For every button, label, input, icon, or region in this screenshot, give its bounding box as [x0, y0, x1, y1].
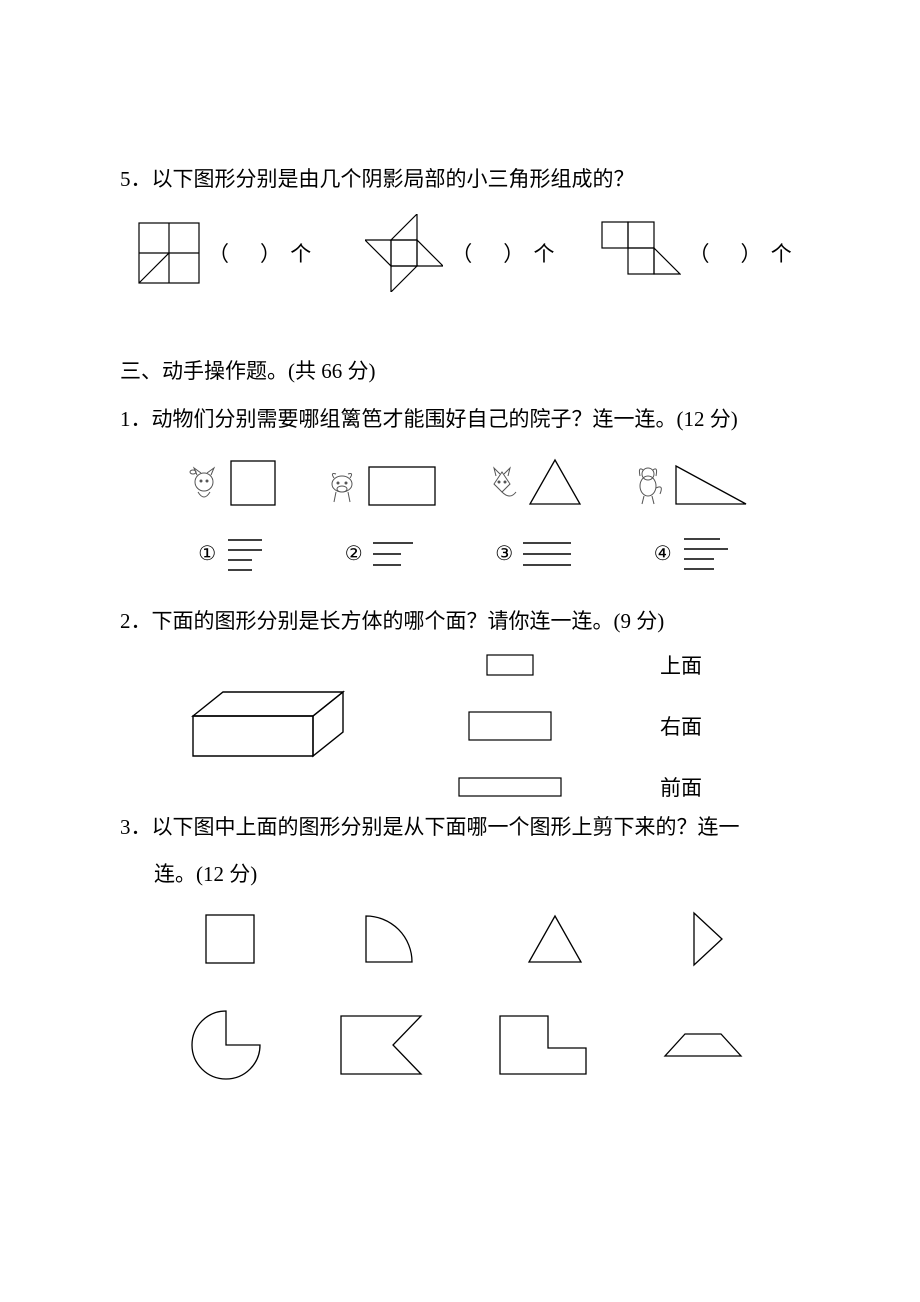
cat-icon: [182, 462, 226, 506]
fence-2: ②: [345, 537, 419, 571]
q3-top-square: [205, 914, 255, 964]
q1-animal-dog: [626, 462, 748, 506]
q3-top-row: [150, 911, 780, 967]
q2-label-right: 右面: [660, 711, 740, 741]
shape-triangle: [528, 458, 582, 506]
q3-bot-trap: [663, 1032, 743, 1058]
q2-face-med: [468, 711, 552, 741]
fence-3: ③: [495, 537, 577, 571]
section3-heading: 三、动手操作题。(共 66 分): [120, 352, 810, 392]
fence-4: ④: [654, 534, 732, 574]
shape-right-triangle: [674, 464, 748, 506]
fox-icon: [480, 462, 524, 506]
fence-3-lines: [519, 537, 577, 571]
fence-4-label: ④: [654, 541, 672, 566]
q1-prompt: 1．动物们分别需要哪组篱笆才能围好自己的院子？连一连。(12 分): [120, 400, 810, 440]
q2-row-mid: 右面: [180, 686, 810, 766]
q2-label-front: 前面: [660, 772, 740, 802]
q1-fences-row: ① ② ③ ④: [160, 534, 770, 574]
q3-top-triangle: [527, 914, 583, 964]
fence-4-lines: [678, 534, 732, 574]
q1-animal-cat: [182, 460, 276, 506]
shape-square: [230, 460, 276, 506]
q5-blank-c: （ ） 个: [689, 238, 794, 268]
cuboid: [185, 686, 355, 766]
q5-fig-b: [365, 214, 443, 292]
q5-figure-row: （ ） 个 （ ） 个: [138, 214, 810, 292]
fence-1: ①: [198, 534, 268, 574]
q3-top-half-diamond: [692, 911, 726, 967]
fence-1-lines: [222, 534, 268, 574]
q1-animal-fox: [480, 458, 582, 506]
q5-blank-a: （ ） 个: [208, 238, 313, 268]
fence-2-lines: [369, 537, 419, 571]
q5-fig-c: [601, 221, 681, 285]
q2-face-small: [486, 654, 534, 676]
q3-prompt-line2: 连。(12 分): [120, 855, 810, 895]
q2-label-top: 上面: [660, 650, 740, 680]
q5-blank-b: （ ） 个: [451, 238, 556, 268]
q3-prompt-line1: 3．以下图中上面的图形分别是从下面哪一个图形上剪下来的？连一: [120, 808, 810, 848]
q3-bot-arrow: [339, 1014, 423, 1076]
q2-prompt: 2．下面的图形分别是长方体的哪个面？请你连一连。(9 分): [120, 602, 810, 642]
worksheet-page: 5．以下图形分别是由几个阴影局部的小三角形组成的？ （ ） 个 （: [0, 0, 920, 1223]
q3-bot-l: [498, 1014, 588, 1076]
q5-prompt: 5．以下图形分别是由几个阴影局部的小三角形组成的？: [120, 160, 810, 200]
q3-top-quarter: [364, 914, 418, 964]
fence-2-label: ②: [345, 541, 363, 566]
dog-icon: [626, 462, 670, 506]
q1-animal-cow: [320, 462, 436, 506]
q1-animals-row: [160, 458, 770, 506]
q2-row-bottom: 前面: [180, 772, 810, 802]
shape-rect: [368, 466, 436, 506]
q5-fig-a: [138, 222, 200, 284]
cow-icon: [320, 462, 364, 506]
q2-face-long: [458, 777, 562, 797]
q2-row-top: 上面: [180, 650, 810, 680]
q3-bot-pac: [188, 1007, 264, 1083]
q3-bottom-row: [150, 1007, 780, 1083]
fence-3-label: ③: [495, 541, 513, 566]
fence-1-label: ①: [198, 541, 216, 566]
